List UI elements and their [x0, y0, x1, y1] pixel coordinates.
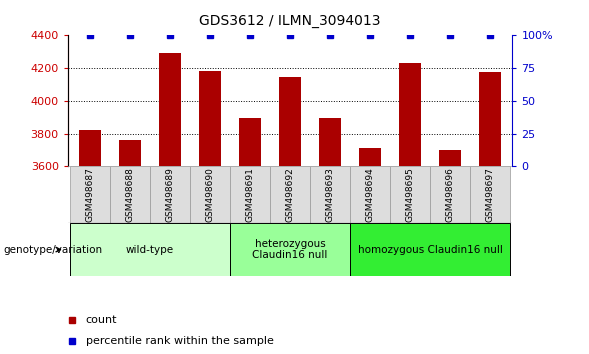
Bar: [70, 166, 110, 223]
Text: percentile rank within the sample: percentile rank within the sample: [85, 336, 273, 346]
Text: heterozygous
Claudin16 null: heterozygous Claudin16 null: [253, 239, 327, 261]
Bar: [359, 148, 381, 166]
Bar: [230, 223, 350, 276]
Bar: [471, 166, 511, 223]
Text: GSM498689: GSM498689: [166, 167, 174, 222]
Bar: [279, 77, 301, 166]
Text: wild-type: wild-type: [126, 245, 174, 255]
Bar: [150, 166, 190, 223]
Bar: [310, 166, 350, 223]
Bar: [70, 223, 230, 276]
Text: GSM498687: GSM498687: [85, 167, 94, 222]
Text: GSM498690: GSM498690: [206, 167, 214, 222]
Bar: [270, 166, 310, 223]
Text: GDS3612 / ILMN_3094013: GDS3612 / ILMN_3094013: [199, 14, 381, 28]
Bar: [199, 70, 221, 166]
Text: GSM498694: GSM498694: [366, 167, 375, 222]
Bar: [391, 166, 431, 223]
Bar: [439, 150, 461, 166]
Bar: [119, 140, 141, 166]
Text: genotype/variation: genotype/variation: [3, 245, 102, 255]
Text: GSM498695: GSM498695: [406, 167, 415, 222]
Text: GSM498691: GSM498691: [246, 167, 254, 222]
Bar: [350, 223, 511, 276]
Text: GSM498693: GSM498693: [326, 167, 335, 222]
Bar: [79, 130, 101, 166]
Bar: [159, 53, 181, 166]
Bar: [239, 118, 261, 166]
Text: count: count: [85, 315, 117, 325]
Bar: [431, 166, 471, 223]
Bar: [110, 166, 150, 223]
Bar: [190, 166, 230, 223]
Text: GSM498696: GSM498696: [446, 167, 455, 222]
Bar: [319, 118, 341, 166]
Text: GSM498692: GSM498692: [286, 167, 294, 222]
Bar: [350, 166, 391, 223]
Bar: [479, 72, 501, 166]
Bar: [399, 63, 421, 166]
Text: GSM498697: GSM498697: [486, 167, 495, 222]
Text: GSM498688: GSM498688: [125, 167, 134, 222]
Text: homozygous Claudin16 null: homozygous Claudin16 null: [358, 245, 503, 255]
Bar: [230, 166, 270, 223]
